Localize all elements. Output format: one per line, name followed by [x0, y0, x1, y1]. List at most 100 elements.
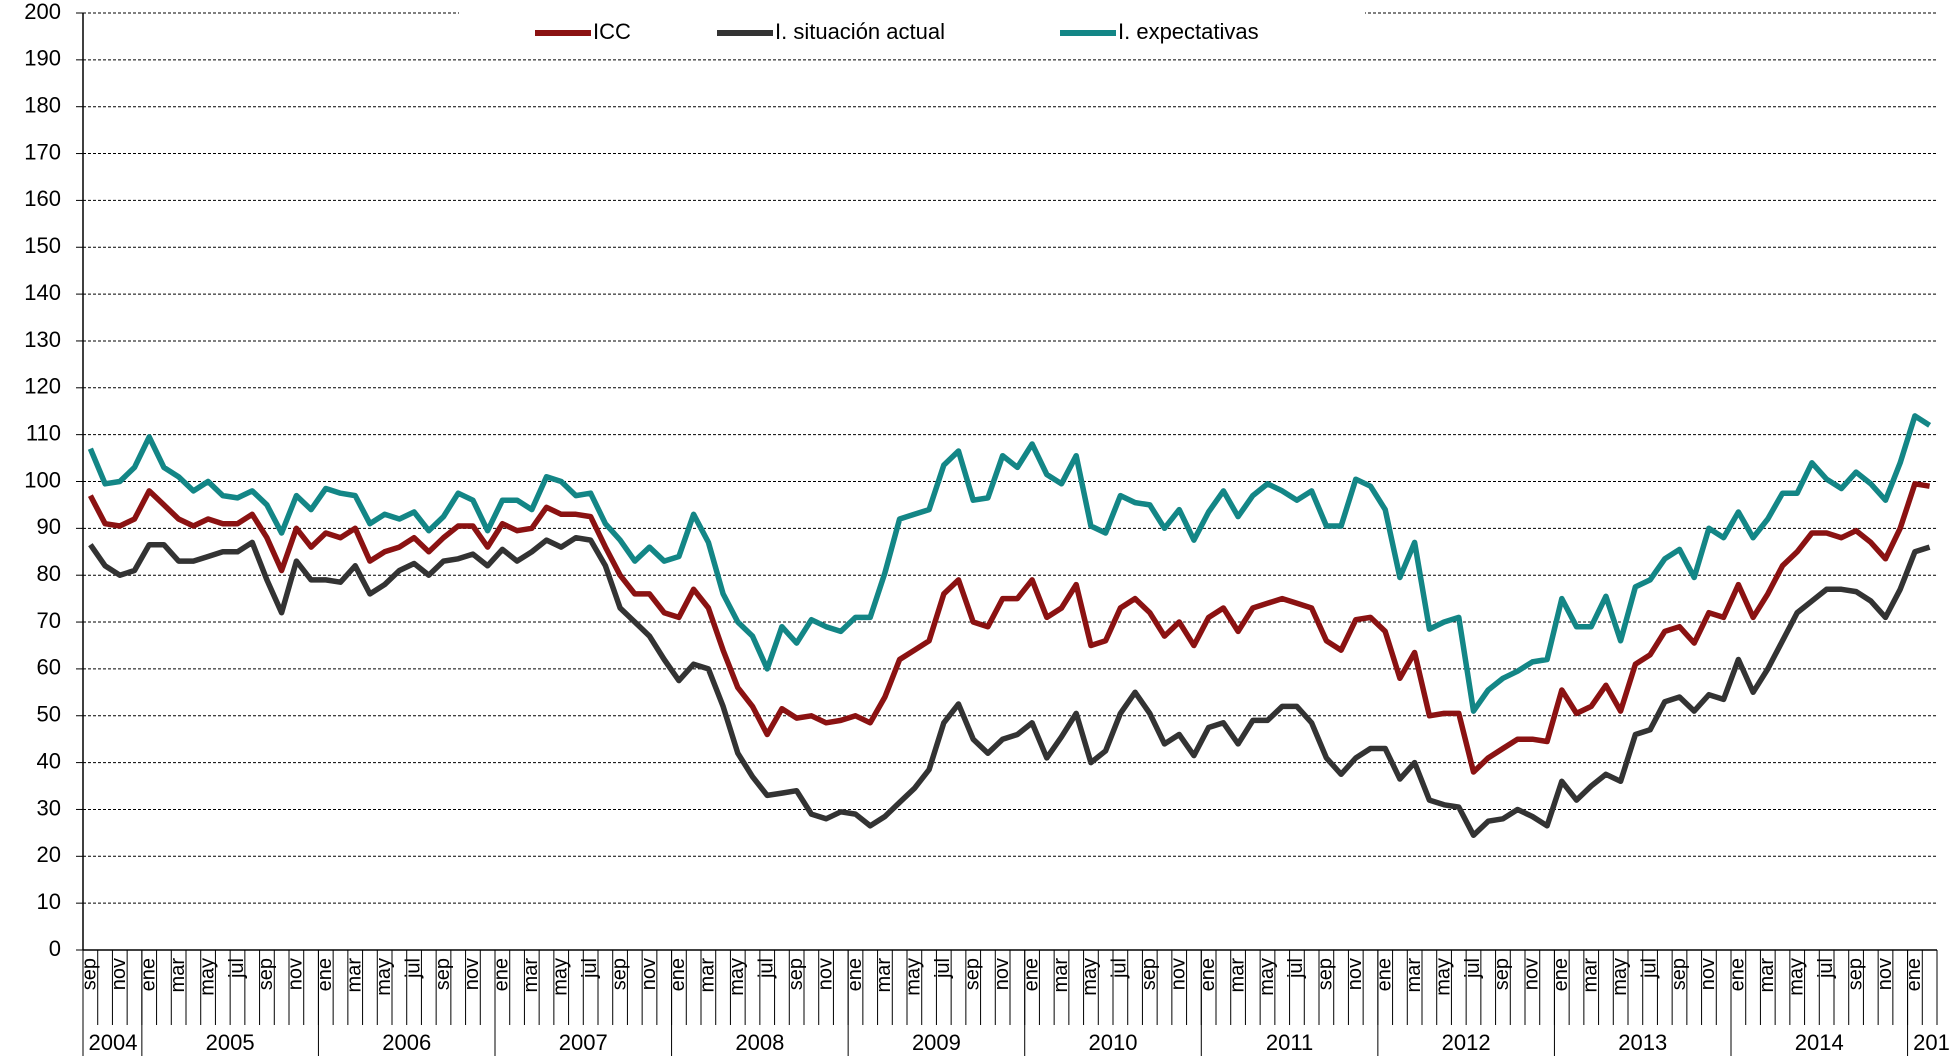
x-tick-label: jul [1638, 958, 1660, 979]
x-tick-label: sep [785, 958, 807, 990]
x-tick-label: may [196, 958, 218, 996]
x-tick-label: ene [1373, 958, 1395, 991]
series-line [88, 534, 1931, 838]
legend-label: ICC [593, 19, 631, 44]
x-tick-label: nov [108, 958, 130, 990]
y-tick-label: 20 [37, 842, 61, 867]
x-tick-label: jul [226, 958, 248, 979]
x-tick-label: nov [1521, 958, 1543, 990]
legend-box [459, 0, 1365, 57]
x-tick-label: ene [1550, 958, 1572, 991]
x-tick-label: jul [579, 958, 601, 979]
x-tick-label: may [1432, 958, 1454, 996]
year-label: 2008 [735, 1030, 784, 1055]
x-tick-label: may [726, 958, 748, 996]
year-label: 2010 [1089, 1030, 1138, 1055]
x-tick-label: sep [1844, 958, 1866, 990]
year-label: 2009 [912, 1030, 961, 1055]
x-tick-label: may [1079, 958, 1101, 996]
x-tick-label: nov [1167, 958, 1189, 990]
x-tick-label: mar [873, 958, 895, 993]
y-tick-label: 0 [49, 936, 61, 961]
x-tick-label: ene [1197, 958, 1219, 991]
x-tick-label: mar [343, 958, 365, 993]
y-tick-label: 30 [37, 795, 61, 820]
x-tick-label: ene [137, 958, 159, 991]
year-label: 2014 [1795, 1030, 1844, 1055]
y-tick-label: 110 [26, 420, 61, 445]
x-tick-label: sep [255, 958, 277, 990]
x-tick-label: jul [1815, 958, 1837, 979]
y-tick-label: 50 [37, 702, 61, 727]
x-tick-label: mar [1403, 958, 1425, 993]
x-tick-label: mar [167, 958, 189, 993]
y-tick-label: 100 [24, 467, 61, 492]
x-tick-label: ene [1903, 958, 1925, 991]
x-tick-label: may [1609, 958, 1631, 996]
x-tick-label: may [1785, 958, 1807, 996]
x-tick-label: sep [432, 958, 454, 990]
y-tick-label: 60 [37, 655, 61, 680]
year-label: 2015 [1913, 1030, 1950, 1055]
year-label: 2004 [89, 1030, 138, 1055]
x-tick-label: nov [1344, 958, 1366, 990]
y-tick-label: 10 [37, 889, 61, 914]
year-label: 2012 [1442, 1030, 1491, 1055]
x-tick-label: nov [638, 958, 660, 990]
y-tick-label: 190 [24, 46, 61, 71]
year-label: 2007 [559, 1030, 608, 1055]
x-tick-label: ene [491, 958, 513, 991]
y-tick-label: 40 [37, 748, 61, 773]
x-tick-label: jul [1462, 958, 1484, 979]
y-tick-label: 140 [24, 280, 61, 305]
year-label: 2011 [1266, 1030, 1313, 1055]
x-tick-label: sep [1138, 958, 1160, 990]
x-tick-label: mar [1226, 958, 1248, 993]
x-tick-label: jul [1109, 958, 1131, 979]
x-tick-label: mar [1050, 958, 1072, 993]
x-tick-label: sep [608, 958, 630, 990]
x-tick-label: jul [1285, 958, 1307, 979]
y-tick-label: 150 [24, 233, 61, 258]
x-tick-label: mar [1579, 958, 1601, 993]
y-tick-label: 120 [24, 374, 61, 399]
x-tick-label: may [549, 958, 571, 996]
x-tick-label: nov [285, 958, 307, 990]
x-tick-label: ene [314, 958, 336, 991]
x-tick-label: sep [1668, 958, 1690, 990]
x-tick-label: nov [1697, 958, 1719, 990]
x-tick-label: jul [402, 958, 424, 979]
y-tick-label: 170 [24, 139, 61, 164]
x-tick-label: may [373, 958, 395, 996]
x-tick-label: jul [755, 958, 777, 979]
x-tick-label: nov [991, 958, 1013, 990]
legend-label: I. situación actual [775, 19, 945, 44]
y-tick-label: 80 [37, 561, 61, 586]
y-tick-label: 90 [37, 514, 61, 539]
x-tick-label: ene [667, 958, 689, 991]
x-tick-label: sep [961, 958, 983, 990]
series-line [87, 413, 1932, 714]
y-tick-label: 180 [24, 93, 61, 118]
x-tick-label: sep [1491, 958, 1513, 990]
x-tick-label: ene [1020, 958, 1042, 991]
x-tick-label: sep [1315, 958, 1337, 990]
y-tick-label: 160 [24, 186, 61, 211]
x-tick-label: may [1256, 958, 1278, 996]
y-tick-label: 70 [37, 608, 61, 633]
x-tick-label: mar [520, 958, 542, 993]
x-tick-label: mar [1756, 958, 1778, 993]
x-tick-label: mar [697, 958, 719, 993]
year-label: 2005 [206, 1030, 255, 1055]
x-tick-label: nov [1874, 958, 1896, 990]
x-tick-label: may [903, 958, 925, 996]
x-tick-label: ene [1727, 958, 1749, 991]
y-tick-label: 200 [24, 0, 61, 24]
legend-label: I. expectativas [1118, 19, 1259, 44]
y-tick-label: 130 [24, 327, 61, 352]
x-tick-label: sep [79, 958, 101, 990]
year-label: 2013 [1618, 1030, 1667, 1055]
x-tick-label: jul [932, 958, 954, 979]
year-label: 2006 [382, 1030, 431, 1055]
